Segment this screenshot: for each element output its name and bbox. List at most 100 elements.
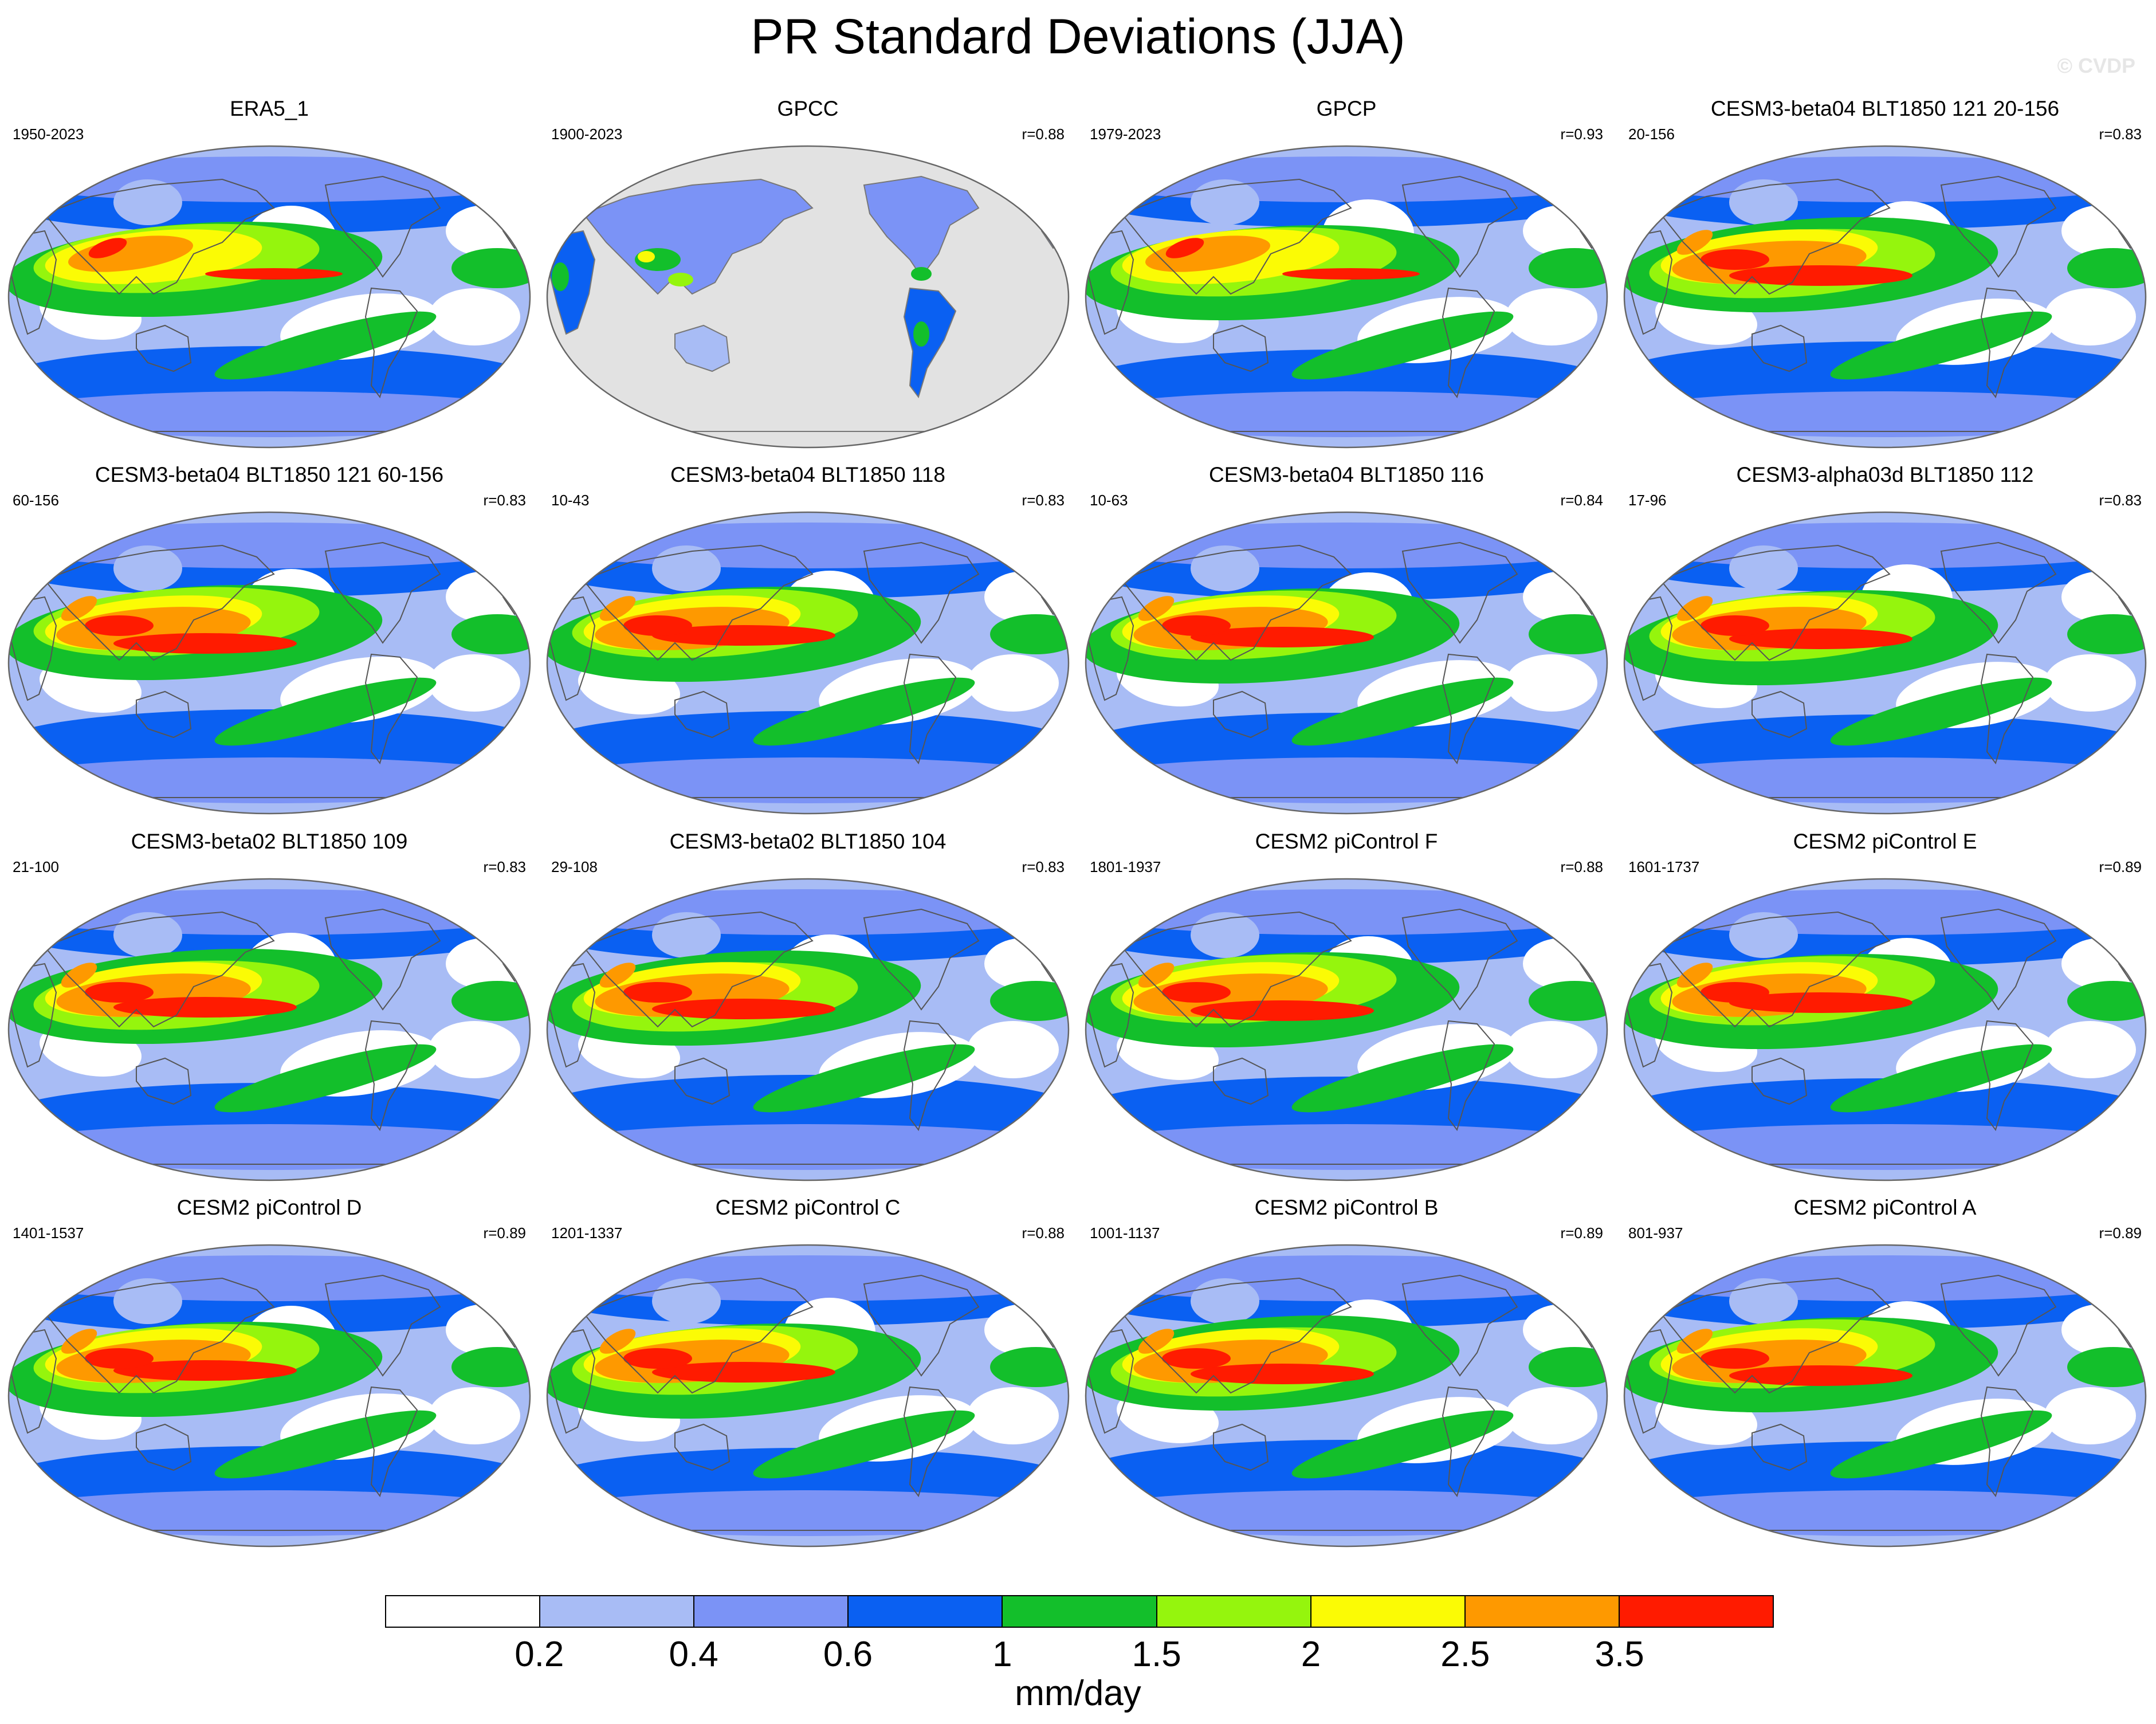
panel-title: CESM2 piControl E — [1793, 830, 1977, 853]
precip-std-map — [1085, 1244, 1608, 1548]
map-panel: CESM2 piControl B 1001-1137 r=0.89 — [1077, 1195, 1616, 1562]
map-panel: CESM3-beta04 BLT1850 116 10-63 r=0.84 — [1077, 462, 1616, 829]
panel-year-range: 1601-1737 — [1628, 858, 1700, 875]
panel-title: CESM3-alpha03d BLT1850 112 — [1736, 463, 2034, 486]
panel-year-range: 17-96 — [1628, 492, 1667, 509]
panel-year-range: 1401-1537 — [13, 1224, 84, 1242]
panel-pattern-correlation: r=0.83 — [2099, 492, 2142, 509]
panel-title: CESM3-beta02 BLT1850 109 — [131, 830, 408, 853]
colorbar-box-7 — [1311, 1596, 1466, 1627]
map-panel: CESM3-alpha03d BLT1850 112 17-96 r=0.83 — [1616, 462, 2154, 829]
precip-std-map — [546, 1244, 1070, 1548]
panel-year-range: 10-63 — [1090, 492, 1128, 509]
panel-title: CESM2 piControl D — [176, 1196, 362, 1219]
map-panel: CESM3-beta04 BLT1850 118 10-43 r=0.83 — [539, 462, 1077, 829]
panel-pattern-correlation: r=0.83 — [483, 858, 526, 875]
panel-title: CESM2 piControl C — [715, 1196, 901, 1219]
panel-title: CESM3-beta04 BLT1850 116 — [1209, 463, 1484, 486]
panel-pattern-correlation: r=0.83 — [2099, 125, 2142, 143]
precip-std-map — [546, 145, 1070, 449]
colorbar-box-8 — [1465, 1596, 1620, 1627]
map-outline — [1085, 145, 1608, 449]
precip-std-map — [7, 1244, 531, 1548]
colorbar-box-5 — [1003, 1596, 1157, 1627]
colorbar-units: mm/day — [1015, 1674, 1141, 1713]
colorbar-box-9 — [1619, 1596, 1773, 1627]
map-outline — [7, 145, 531, 449]
panel-pattern-correlation: r=0.89 — [1560, 1224, 1603, 1242]
colorbar-tick-label: 0.6 — [823, 1635, 873, 1674]
map-outline — [546, 878, 1070, 1181]
precip-std-map — [1085, 878, 1608, 1181]
panel-year-range: 21-100 — [13, 858, 59, 875]
colorbar — [385, 1595, 1774, 1628]
panel-year-range: 1900-2023 — [551, 125, 623, 143]
colorbar-box-6 — [1157, 1596, 1311, 1627]
map-outline — [1085, 878, 1608, 1181]
map-panel: CESM2 piControl F 1801-1937 r=0.88 — [1077, 829, 1616, 1196]
colorbar-tick-label: 2 — [1301, 1635, 1321, 1674]
map-panel: CESM2 piControl D 1401-1537 r=0.89 — [0, 1195, 539, 1562]
precip-std-map — [1623, 145, 2147, 449]
map-panel: ERA5_1 1950-2023 — [0, 96, 539, 463]
precip-std-map — [1085, 145, 1608, 449]
map-panel: CESM3-beta04 BLT1850 121 60-156 60-156 r=0… — [0, 462, 539, 829]
panel-pattern-correlation: r=0.83 — [1022, 492, 1065, 509]
panel-title: CESM2 piControl F — [1255, 830, 1438, 853]
panel-pattern-correlation: r=0.89 — [2099, 1224, 2142, 1242]
precip-std-map — [7, 145, 531, 449]
panel-year-range: 1201-1337 — [551, 1224, 623, 1242]
map-panel: GPCP 1979-2023 r=0.93 — [1077, 96, 1616, 463]
panel-year-range: 60-156 — [13, 492, 59, 509]
map-outline — [546, 145, 1070, 449]
colorbar-box-4 — [849, 1596, 1003, 1627]
panel-title: CESM3-beta04 BLT1850 118 — [670, 463, 945, 486]
panel-year-range: 801-937 — [1628, 1224, 1683, 1242]
map-outline — [1623, 511, 2147, 815]
colorbar-box-3 — [694, 1596, 849, 1627]
map-outline — [1623, 145, 2147, 449]
map-panel: CESM2 piControl A 801-937 r=0.89 — [1616, 1195, 2154, 1562]
colorbar-tick-label: 1 — [992, 1635, 1012, 1674]
panel-pattern-correlation: r=0.89 — [2099, 858, 2142, 875]
panel-year-range: 1801-1937 — [1090, 858, 1161, 875]
precip-std-map — [1623, 878, 2147, 1181]
colorbar-box-2 — [540, 1596, 695, 1627]
panel-pattern-correlation: r=0.93 — [1560, 125, 1603, 143]
panel-year-range: 1950-2023 — [13, 125, 84, 143]
map-panel: CESM3-beta04 BLT1850 121 20-156 20-156 r=0… — [1616, 96, 2154, 463]
panel-title: GPCC — [777, 97, 839, 120]
precip-std-map — [7, 878, 531, 1181]
colorbar-tick-label: 0.2 — [515, 1635, 564, 1674]
map-panel: CESM3-beta02 BLT1850 109 21-100 r=0.83 — [0, 829, 539, 1196]
figure-title: PR Standard Deviations (JJA) — [751, 9, 1405, 64]
panel-pattern-correlation: r=0.83 — [483, 492, 526, 509]
panel-year-range: 10-43 — [551, 492, 590, 509]
panel-title: ERA5_1 — [230, 97, 309, 120]
colorbar-tick-label: 3.5 — [1595, 1635, 1644, 1674]
precip-std-map — [1085, 511, 1608, 815]
panel-pattern-correlation: r=0.88 — [1560, 858, 1603, 875]
map-panel: GPCC 1900-2023 r=0.88 — [539, 96, 1077, 463]
map-outline — [7, 1244, 531, 1548]
map-panel: CESM3-beta02 BLT1850 104 29-108 r=0.83 — [539, 829, 1077, 1196]
colorbar-tick-label: 2.5 — [1440, 1635, 1490, 1674]
panel-pattern-correlation: r=0.89 — [483, 1224, 526, 1242]
precip-std-map — [1623, 1244, 2147, 1548]
panel-year-range: 20-156 — [1628, 125, 1675, 143]
panel-pattern-correlation: r=0.84 — [1560, 492, 1603, 509]
panel-title: CESM2 piControl B — [1254, 1196, 1439, 1219]
map-outline — [7, 878, 531, 1181]
panel-year-range: 29-108 — [551, 858, 598, 875]
colorbar-tick-label: 1.5 — [1132, 1635, 1181, 1674]
panel-year-range: 1979-2023 — [1090, 125, 1161, 143]
panel-title: CESM2 piControl A — [1793, 1196, 1977, 1219]
precip-std-map — [1623, 511, 2147, 815]
map-outline — [546, 511, 1070, 815]
map-outline — [1623, 878, 2147, 1181]
map-outline — [1623, 1244, 2147, 1548]
panel-title: CESM3-beta02 BLT1850 104 — [669, 830, 947, 853]
panel-pattern-correlation: r=0.83 — [1022, 858, 1065, 875]
panel-title: CESM3-beta04 BLT1850 121 60-156 — [95, 463, 444, 486]
panel-title: GPCP — [1316, 97, 1377, 120]
